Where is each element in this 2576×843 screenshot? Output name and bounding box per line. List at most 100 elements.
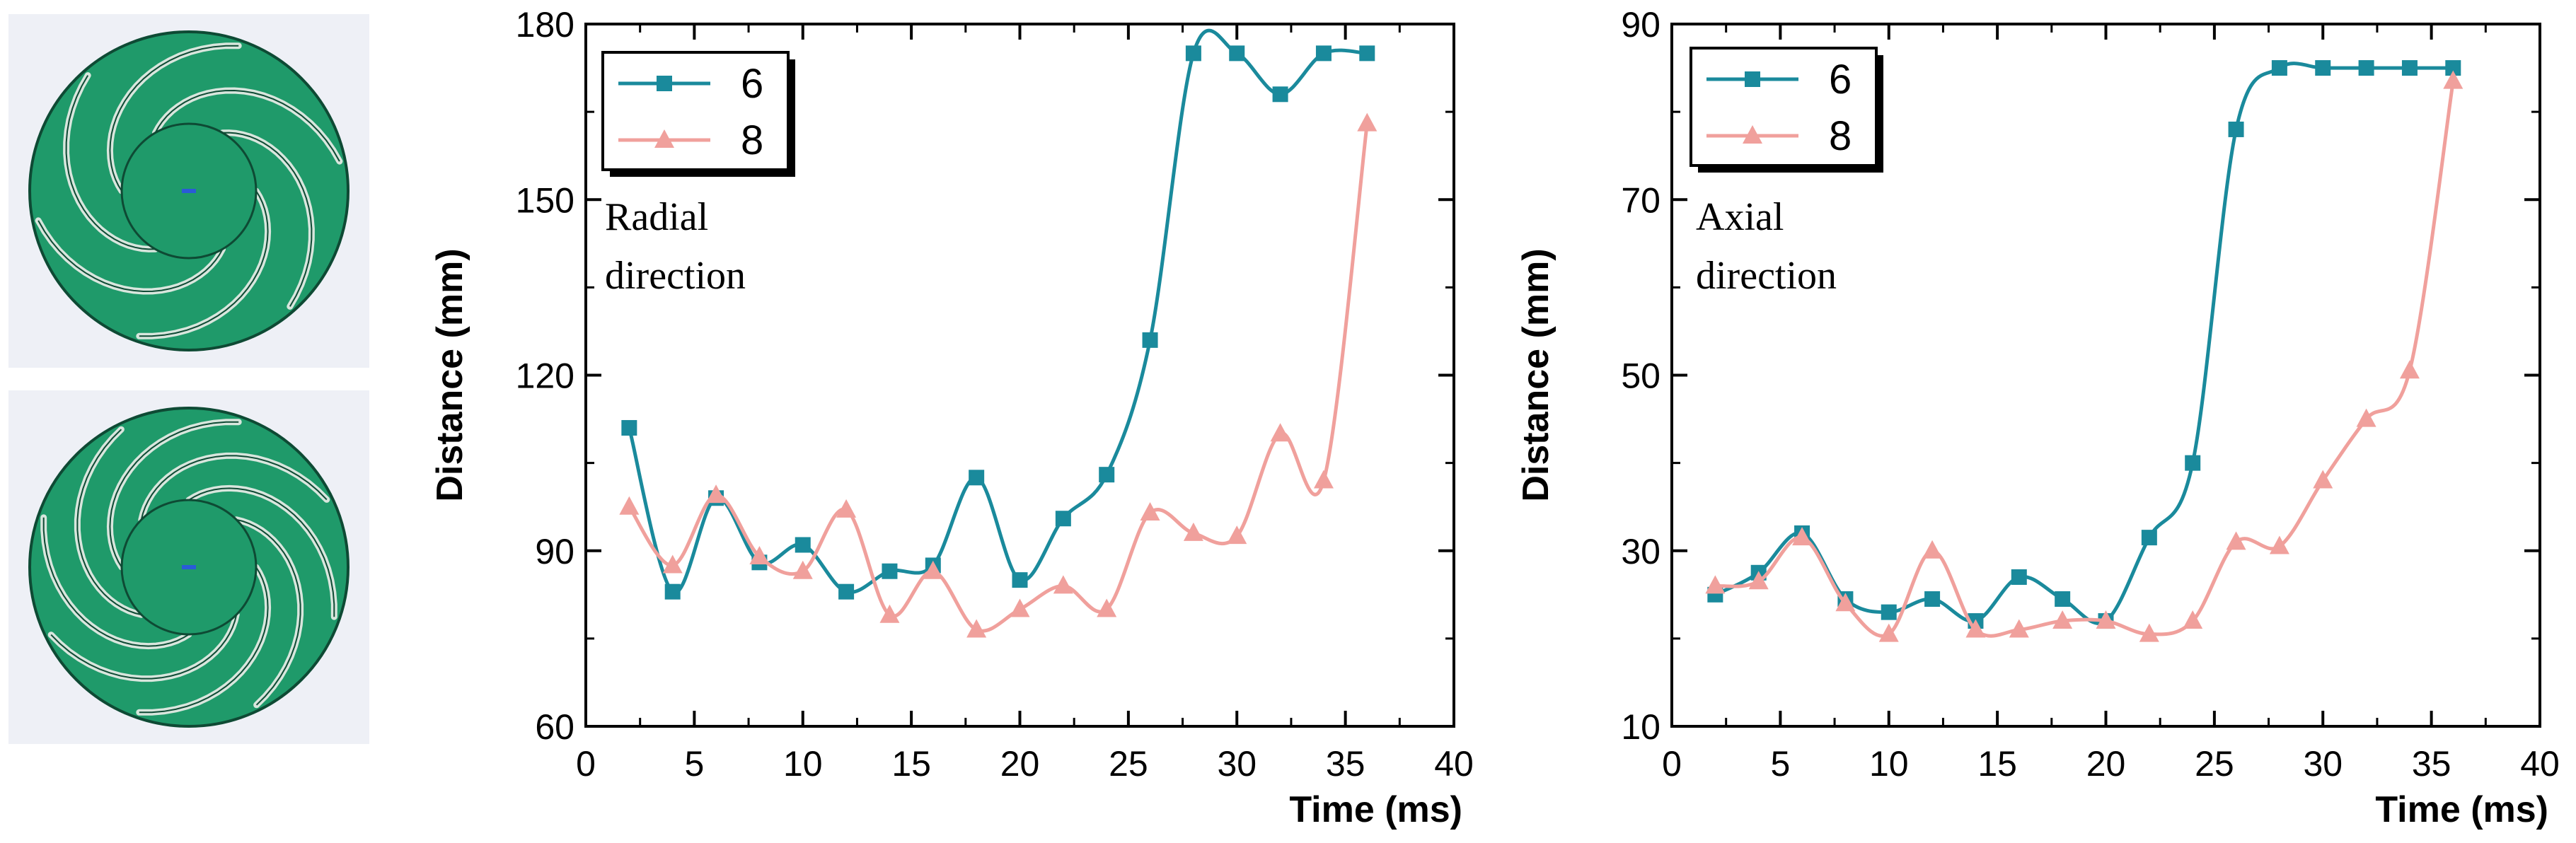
- x-tick-label: 20: [2086, 744, 2126, 784]
- blade: [65, 75, 156, 250]
- data-point-triangle: [2052, 610, 2073, 629]
- data-point-square: [1229, 45, 1245, 62]
- legend-box: [601, 51, 790, 171]
- series-8: [1705, 70, 2464, 642]
- data-point-square: [2011, 569, 2027, 585]
- y-tick-label: 70: [1621, 180, 1660, 220]
- data-point-square: [2055, 591, 2071, 607]
- legend-swatch-marker: [654, 129, 674, 148]
- x-axis-title: Time (ms): [2375, 789, 2548, 830]
- impeller-6-blades-drawing: [28, 30, 350, 351]
- data-point-triangle: [1227, 525, 1247, 545]
- data-point-triangle: [706, 484, 727, 504]
- data-point-square: [621, 419, 637, 436]
- x-tick-label: 20: [1000, 744, 1040, 784]
- y-axis-title: Distance (mm): [429, 248, 470, 501]
- x-tick-label: 30: [2303, 744, 2343, 784]
- impeller-8-blades-image: [8, 390, 369, 744]
- legend-label: 6: [1829, 57, 1852, 103]
- data-point-triangle: [1053, 575, 1073, 594]
- x-tick-label: 10: [783, 744, 823, 784]
- data-point-triangle: [2356, 408, 2376, 427]
- hub-marker: [182, 565, 196, 569]
- blade: [139, 566, 269, 714]
- blade: [140, 455, 328, 521]
- data-point-square: [664, 583, 681, 600]
- series-6: [621, 28, 1375, 600]
- x-axis-title: Time (ms): [1289, 789, 1462, 830]
- legend-swatch-marker: [657, 76, 672, 91]
- x-tick-label: 5: [684, 744, 704, 784]
- data-point-square: [2401, 60, 2418, 76]
- data-point-square: [1099, 467, 1115, 483]
- x-tick-label: 0: [576, 744, 596, 784]
- data-point-triangle: [2183, 610, 2203, 629]
- x-tick-label: 25: [1109, 744, 1148, 784]
- blade: [109, 45, 239, 192]
- blade: [109, 421, 239, 568]
- legend-label: 8: [741, 117, 763, 163]
- x-tick-label: 0: [1662, 744, 1682, 784]
- series-line-8: [628, 123, 1369, 633]
- data-point-triangle: [2443, 70, 2464, 89]
- data-point-triangle: [2226, 531, 2246, 550]
- data-point-square: [1012, 572, 1028, 588]
- data-point-triangle: [1010, 598, 1030, 617]
- blade: [50, 614, 238, 680]
- y-tick-label: 90: [1621, 5, 1660, 45]
- x-tick-label: 25: [2195, 744, 2234, 784]
- data-point-triangle: [1835, 593, 1856, 612]
- data-point-triangle: [749, 546, 770, 565]
- data-point-triangle: [923, 560, 943, 579]
- data-point-square: [2185, 455, 2201, 471]
- data-point-triangle: [879, 604, 900, 623]
- blade: [222, 132, 313, 307]
- y-tick-label: 50: [1621, 356, 1660, 396]
- blade: [42, 517, 190, 647]
- x-tick-label: 40: [1434, 744, 1474, 784]
- data-point-triangle: [2009, 619, 2029, 638]
- x-tick-label: 15: [891, 744, 931, 784]
- y-tick-label: 90: [535, 532, 574, 571]
- blade: [76, 429, 142, 616]
- data-point-square: [1315, 45, 1332, 62]
- data-point-square: [969, 470, 985, 486]
- data-point-square: [1055, 511, 1071, 527]
- data-point-triangle: [1357, 112, 1377, 132]
- data-point-square: [2141, 530, 2157, 546]
- x-tick-label: 10: [1869, 744, 1909, 784]
- data-point-triangle: [1313, 470, 1334, 489]
- data-point-square: [795, 537, 811, 553]
- data-point-triangle: [662, 554, 683, 574]
- data-point-square: [1142, 332, 1158, 348]
- data-point-square: [2315, 60, 2331, 76]
- data-point-triangle: [2313, 470, 2333, 489]
- data-point-triangle: [1792, 527, 1813, 546]
- y-tick-label: 120: [516, 356, 574, 396]
- legend-swatch-marker: [1743, 125, 1762, 144]
- direction-annotation: Axial: [1696, 195, 1784, 239]
- direction-annotation: Radial: [605, 195, 708, 239]
- y-tick-label: 10: [1621, 707, 1660, 747]
- data-point-triangle: [1878, 623, 1899, 642]
- series-8: [619, 112, 1377, 638]
- x-tick-label: 5: [1770, 744, 1790, 784]
- data-point-triangle: [619, 496, 640, 515]
- data-point-square: [2445, 60, 2461, 76]
- blade: [154, 89, 340, 162]
- data-point-triangle: [836, 499, 857, 518]
- x-tick-label: 35: [1326, 744, 1365, 784]
- legend-label: 8: [1829, 113, 1852, 159]
- data-point-square: [1359, 45, 1375, 62]
- legend-box: [1690, 47, 1878, 167]
- impeller-8-blades-drawing: [28, 407, 350, 728]
- data-point-square: [2228, 121, 2244, 137]
- y-tick-label: 180: [516, 5, 574, 45]
- data-point-triangle: [2399, 360, 2420, 379]
- data-point-triangle: [792, 560, 813, 579]
- data-point-square: [1924, 591, 1941, 607]
- legend-label: 6: [741, 61, 763, 107]
- y-tick-label: 60: [535, 707, 574, 747]
- x-tick-label: 35: [2412, 744, 2451, 784]
